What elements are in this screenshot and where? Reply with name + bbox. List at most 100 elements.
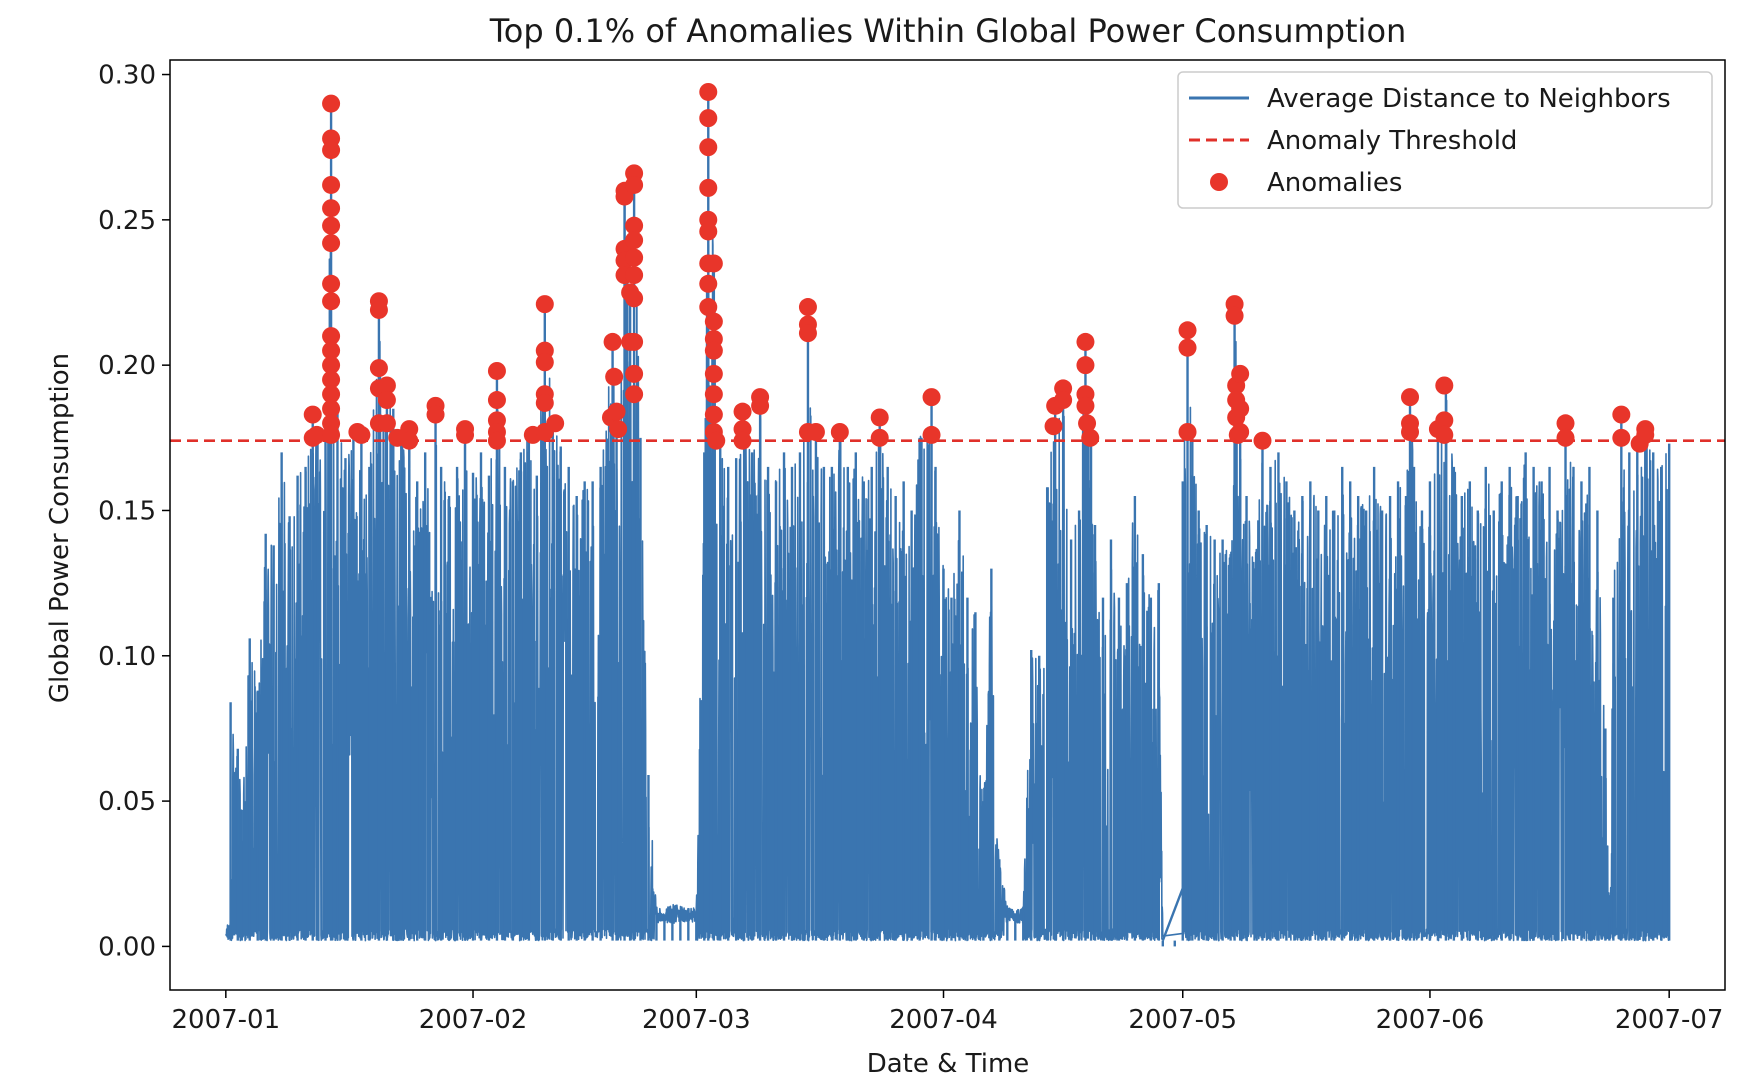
anomaly-point xyxy=(625,216,644,235)
anomaly-point xyxy=(369,359,388,378)
anomaly-point xyxy=(1076,332,1095,351)
legend: Average Distance to Neighbors Anomaly Th… xyxy=(1177,71,1713,209)
anomaly-point xyxy=(487,361,506,380)
anomaly-point xyxy=(535,295,554,314)
x-tick-label: 2007-06 xyxy=(1376,1005,1485,1035)
anomaly-point xyxy=(1044,417,1063,436)
y-tick-label: 0.10 xyxy=(98,642,156,672)
anomaly-point xyxy=(1636,425,1655,444)
anomaly-point xyxy=(487,391,506,410)
x-tick-label: 2007-07 xyxy=(1615,1005,1724,1035)
anomaly-point xyxy=(1225,306,1244,325)
legend-label-anomalies: Anomalies xyxy=(1267,168,1402,198)
anomaly-point xyxy=(322,327,341,346)
series-gap-connector xyxy=(1161,887,1184,942)
anomaly-point xyxy=(1081,428,1100,447)
anomaly-point xyxy=(322,399,341,418)
y-tick-label: 0.00 xyxy=(98,932,156,962)
anomaly-point xyxy=(1076,396,1095,415)
chart-title: Top 0.1% of Anomalies Within Global Powe… xyxy=(489,12,1407,50)
anomaly-point xyxy=(733,402,752,421)
anomaly-point xyxy=(870,408,889,427)
anomaly-point xyxy=(751,396,770,415)
anomaly-layer xyxy=(303,82,1655,453)
anomaly-point xyxy=(322,234,341,253)
anomaly-point xyxy=(322,370,341,389)
anomaly-point xyxy=(625,332,644,351)
anomaly-point xyxy=(625,289,644,308)
anomaly-point xyxy=(307,425,326,444)
anomaly-point xyxy=(322,385,341,404)
anomaly-point xyxy=(625,266,644,285)
anomaly-point xyxy=(322,216,341,235)
anomaly-point xyxy=(1178,423,1197,441)
anomaly-point xyxy=(303,405,322,424)
anomaly-point xyxy=(1231,399,1250,418)
anomaly-point xyxy=(699,222,718,241)
x-tick-label: 2007-02 xyxy=(419,1005,528,1035)
anomaly-point xyxy=(1401,388,1420,407)
anomaly-point xyxy=(699,298,718,317)
anomaly-point xyxy=(1253,431,1272,450)
anomaly-point xyxy=(456,425,475,444)
anomaly-point xyxy=(625,231,644,250)
anomaly-point xyxy=(605,367,624,386)
x-axis: 2007-01 2007-02 2007-03 2007-04 2007-05 2007-… xyxy=(172,990,1724,1035)
anomaly-point xyxy=(625,364,644,383)
anomaly-point xyxy=(426,405,445,424)
anomaly-point xyxy=(704,341,723,360)
plot-area xyxy=(170,82,1725,947)
anomaly-point xyxy=(699,109,718,128)
anomaly-point xyxy=(377,414,396,433)
x-tick-label: 2007-04 xyxy=(889,1005,998,1035)
anomaly-point xyxy=(1435,411,1454,430)
x-axis-label: Date & Time xyxy=(867,1049,1030,1079)
y-tick-label: 0.30 xyxy=(98,61,156,91)
anomaly-point xyxy=(625,248,644,267)
anomaly-point xyxy=(733,431,752,450)
anomaly-point xyxy=(1612,405,1631,424)
anomaly-point xyxy=(699,82,718,101)
anomaly-point xyxy=(322,274,341,293)
anomaly-point xyxy=(487,431,506,450)
anomaly-point xyxy=(625,385,644,404)
legend-label-threshold: Anomaly Threshold xyxy=(1267,126,1517,156)
anomaly-point xyxy=(704,405,723,424)
anomaly-point xyxy=(322,341,341,360)
anomaly-point xyxy=(322,425,341,444)
anomaly-point xyxy=(535,393,554,412)
anomaly-point xyxy=(699,178,718,197)
anomaly-point xyxy=(377,391,396,410)
anomaly-point xyxy=(322,141,341,160)
anomaly-point xyxy=(1401,423,1420,441)
anomaly-point xyxy=(1178,338,1197,357)
anomaly-point xyxy=(322,199,341,218)
anomaly-point xyxy=(625,175,644,194)
anomaly-point xyxy=(699,274,718,293)
anomaly-point xyxy=(535,353,554,372)
anomaly-point xyxy=(1178,321,1197,340)
anomaly-point xyxy=(704,312,723,331)
anomaly-point xyxy=(322,175,341,194)
y-tick-label: 0.15 xyxy=(98,496,156,526)
x-tick-label: 2007-03 xyxy=(642,1005,751,1035)
anomaly-point xyxy=(1435,376,1454,395)
anomaly-point xyxy=(377,376,396,395)
anomaly-point xyxy=(707,431,726,450)
anomaly-point xyxy=(352,425,371,444)
anomaly-point xyxy=(922,425,941,444)
anomaly-point xyxy=(798,324,817,343)
anomaly-point xyxy=(546,414,565,433)
legend-label-series: Average Distance to Neighbors xyxy=(1267,84,1671,114)
anomaly-point xyxy=(922,388,941,407)
anomaly-point xyxy=(603,332,622,351)
anomaly-point xyxy=(322,356,341,375)
anomaly-point xyxy=(400,431,419,450)
anomaly-point xyxy=(322,94,341,113)
y-tick-label: 0.25 xyxy=(98,206,156,236)
anomaly-point xyxy=(369,300,388,319)
anomaly-point xyxy=(1054,391,1073,410)
anomaly-point xyxy=(798,298,817,317)
anomaly-point xyxy=(704,385,723,404)
anomaly-point xyxy=(870,428,889,447)
